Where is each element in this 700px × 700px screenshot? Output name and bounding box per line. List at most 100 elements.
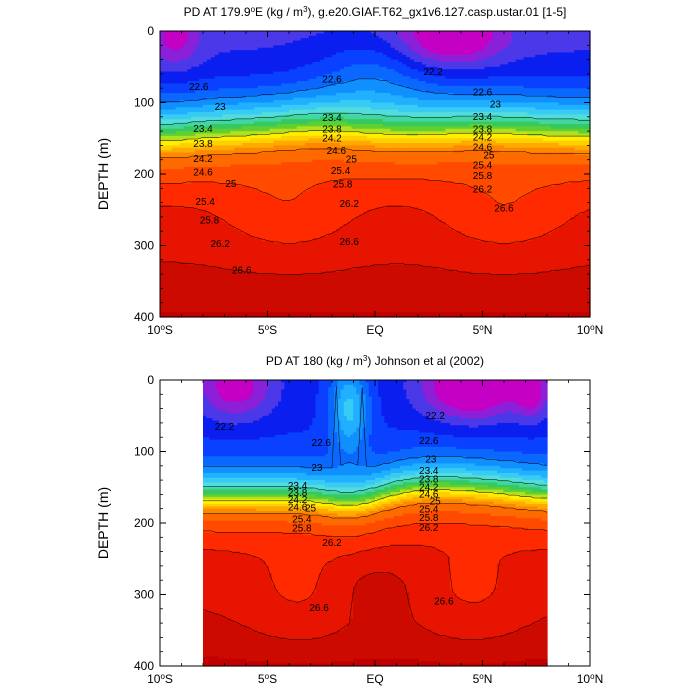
field-cell bbox=[195, 50, 231, 54]
contour-label: 23.4 bbox=[322, 113, 342, 124]
field-cell bbox=[409, 608, 548, 612]
field-cell bbox=[222, 219, 353, 223]
field-cell bbox=[203, 387, 217, 391]
field-cell bbox=[368, 389, 379, 393]
field-cell bbox=[242, 231, 333, 235]
field-cell bbox=[453, 145, 505, 149]
field-cell bbox=[324, 484, 367, 488]
field-cell bbox=[453, 150, 501, 154]
field-cell bbox=[334, 387, 345, 391]
field-cell bbox=[412, 403, 432, 407]
field-cell bbox=[378, 387, 404, 391]
field-cell bbox=[268, 661, 332, 665]
field-cell bbox=[230, 131, 290, 135]
field-cell bbox=[308, 35, 380, 39]
field-cell bbox=[371, 401, 382, 405]
field-cell bbox=[203, 646, 548, 650]
field-cell bbox=[299, 465, 339, 469]
field-cell bbox=[259, 403, 279, 407]
field-cell bbox=[203, 618, 232, 622]
field-cell bbox=[468, 235, 540, 239]
field-cell bbox=[402, 73, 435, 77]
field-cell bbox=[249, 408, 273, 412]
field-cell bbox=[375, 499, 389, 503]
field-cell bbox=[316, 183, 466, 187]
field-cell bbox=[328, 413, 335, 417]
field-cell bbox=[382, 38, 403, 42]
field-cell bbox=[386, 204, 403, 208]
field-cell bbox=[535, 188, 591, 192]
field-cell bbox=[558, 102, 591, 106]
y-tick-label: 300 bbox=[134, 588, 154, 602]
field-cell bbox=[500, 465, 548, 469]
field-cell bbox=[187, 33, 200, 37]
field-cell bbox=[160, 45, 169, 49]
field-cell bbox=[393, 503, 414, 507]
field-cell bbox=[163, 31, 188, 34]
field-cell bbox=[484, 66, 591, 70]
field-cell bbox=[543, 418, 548, 422]
field-cell bbox=[209, 437, 260, 441]
field-cell bbox=[496, 458, 548, 462]
field-cell bbox=[518, 472, 548, 476]
field-cell bbox=[334, 506, 360, 510]
field-cell bbox=[160, 204, 173, 208]
field-cell bbox=[371, 100, 501, 104]
field-cell bbox=[453, 269, 556, 273]
field-cell bbox=[337, 556, 451, 560]
field-cell bbox=[525, 406, 536, 410]
field-cell bbox=[334, 406, 339, 410]
field-cell bbox=[359, 420, 367, 424]
field-cell bbox=[203, 651, 548, 655]
field-cell bbox=[315, 413, 329, 417]
field-cell bbox=[160, 221, 228, 225]
field-cell bbox=[171, 47, 181, 51]
field-cell bbox=[281, 396, 317, 400]
field-cell bbox=[382, 52, 403, 56]
field-cell bbox=[331, 382, 339, 386]
field-cell bbox=[390, 461, 520, 465]
field-cell bbox=[365, 396, 373, 400]
contour-label: 22.6 bbox=[312, 438, 332, 449]
field-cell bbox=[203, 637, 285, 641]
field-cell bbox=[484, 637, 548, 641]
field-cell bbox=[365, 484, 379, 488]
field-cell bbox=[406, 85, 525, 89]
field-cell bbox=[362, 575, 398, 579]
field-cell bbox=[381, 406, 414, 410]
field-cell bbox=[304, 190, 486, 194]
field-cell bbox=[160, 57, 165, 61]
field-cell bbox=[525, 508, 548, 512]
field-cell bbox=[531, 623, 548, 627]
field-cell bbox=[243, 399, 264, 403]
field-cell bbox=[215, 549, 367, 553]
field-cell bbox=[355, 266, 439, 270]
field-cell bbox=[312, 420, 329, 424]
field-cell bbox=[203, 568, 270, 572]
field-cell bbox=[273, 150, 376, 154]
field-cell bbox=[368, 511, 382, 515]
field-cell bbox=[412, 406, 436, 410]
field-cell bbox=[287, 520, 376, 524]
field-cell bbox=[203, 561, 267, 565]
field-cell bbox=[540, 408, 548, 412]
field-cell bbox=[365, 523, 414, 526]
field-cell bbox=[496, 413, 523, 417]
field-cell bbox=[403, 492, 432, 495]
field-cell bbox=[484, 408, 542, 412]
field-cell bbox=[253, 420, 314, 424]
field-cell bbox=[359, 418, 367, 422]
field-cell bbox=[570, 266, 591, 270]
field-cell bbox=[303, 430, 329, 434]
field-cell bbox=[387, 527, 529, 531]
field-cell bbox=[210, 123, 278, 127]
field-cell bbox=[403, 387, 423, 391]
field-cell bbox=[316, 76, 411, 80]
field-cell bbox=[396, 496, 414, 500]
field-cell bbox=[365, 410, 373, 414]
field-cell bbox=[281, 399, 317, 403]
field-cell bbox=[390, 92, 454, 96]
field-cell bbox=[203, 635, 273, 638]
field-cell bbox=[362, 434, 370, 438]
field-cell bbox=[206, 59, 321, 63]
